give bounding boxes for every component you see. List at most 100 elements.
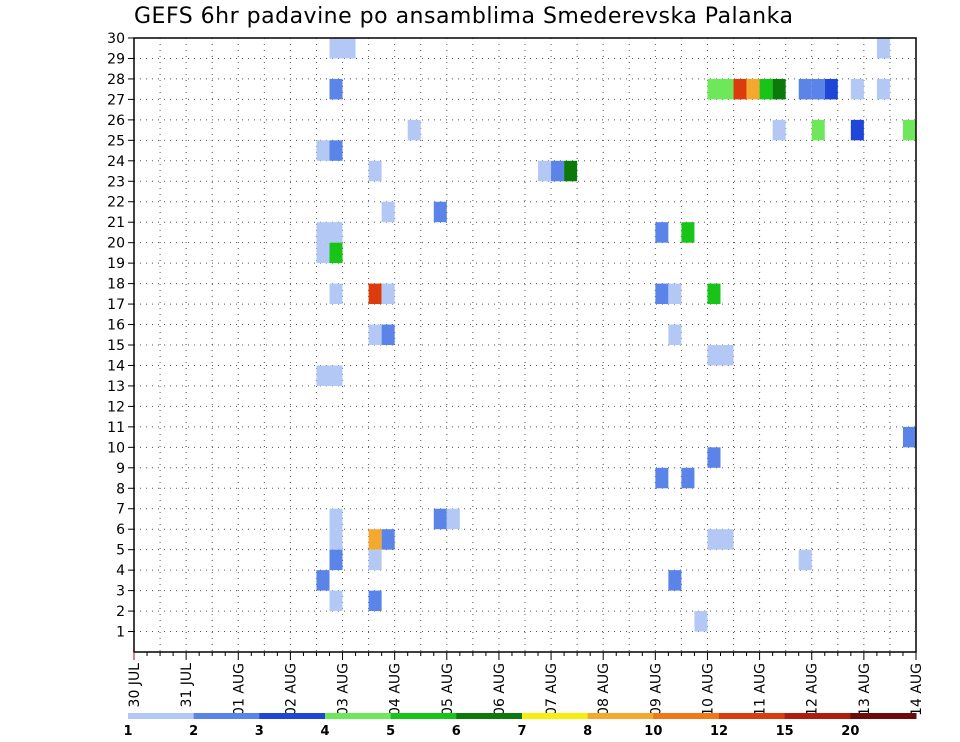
precip-cell bbox=[368, 160, 382, 182]
precip-cell bbox=[720, 78, 734, 100]
precip-cell bbox=[798, 78, 812, 100]
precip-cell bbox=[681, 222, 695, 243]
x-tick-label: 02 AUG bbox=[283, 663, 299, 716]
precip-cell bbox=[811, 119, 825, 141]
legend-label: 1 bbox=[123, 724, 132, 739]
precip-cell bbox=[707, 529, 721, 550]
legend-label: 10 bbox=[644, 724, 662, 739]
precip-cell bbox=[668, 570, 682, 591]
precip-cell bbox=[824, 78, 838, 100]
y-tick-label: 8 bbox=[116, 481, 125, 497]
precip-cell bbox=[433, 201, 447, 223]
precip-cell bbox=[446, 508, 460, 530]
precip-cell bbox=[564, 160, 578, 182]
legend-swatch bbox=[784, 713, 851, 719]
y-tick-label: 12 bbox=[107, 399, 125, 415]
x-tick-label: 07 AUG bbox=[544, 663, 560, 716]
x-tick-label: 11 AUG bbox=[753, 663, 769, 716]
y-tick-label: 3 bbox=[116, 584, 125, 600]
precip-cell bbox=[329, 365, 343, 386]
precip-cell bbox=[329, 549, 343, 571]
x-axis: 30 JUL 31 JUL 01 AUG 02 AUG 03 AUG 04 AUG 05 A… bbox=[127, 652, 925, 716]
x-tick-label: 08 AUG bbox=[596, 663, 612, 716]
y-tick-label: 7 bbox=[116, 502, 125, 518]
x-tick-label: 12 AUG bbox=[805, 663, 821, 716]
precip-cell bbox=[381, 283, 395, 305]
y-tick-label: 4 bbox=[116, 563, 125, 579]
precip-cell bbox=[759, 78, 773, 100]
y-tick-label: 29 bbox=[107, 51, 125, 67]
y-tick-label: 18 bbox=[107, 277, 125, 293]
y-tick-label: 2 bbox=[116, 604, 125, 620]
legend-swatch bbox=[653, 713, 720, 719]
chart-title: GEFS 6hr padavine po ansamblima Smederev… bbox=[134, 4, 794, 29]
legend-swatch bbox=[456, 713, 523, 719]
precip-cell bbox=[902, 119, 916, 141]
y-tick-label: 1 bbox=[116, 625, 125, 641]
y-tick-label: 17 bbox=[107, 297, 125, 313]
precip-cell bbox=[850, 78, 864, 100]
precip-cell bbox=[316, 570, 330, 591]
precip-cell bbox=[316, 222, 330, 243]
y-tick-label: 26 bbox=[107, 113, 125, 129]
precip-cell bbox=[772, 119, 786, 141]
y-tick-label: 23 bbox=[107, 174, 125, 190]
precip-cell bbox=[342, 38, 356, 59]
legend-label: 20 bbox=[841, 724, 859, 739]
precip-cell bbox=[720, 345, 734, 366]
legend-label: 3 bbox=[255, 724, 264, 739]
y-tick-label: 30 bbox=[107, 31, 125, 47]
x-tick-label: 13 AUG bbox=[857, 663, 873, 716]
precip-cell bbox=[329, 140, 343, 161]
y-tick-label: 28 bbox=[107, 72, 125, 88]
y-tick-label: 11 bbox=[107, 420, 125, 436]
precip-cell bbox=[368, 590, 382, 612]
legend-swatch bbox=[719, 713, 786, 719]
precip-cell bbox=[707, 345, 721, 366]
precip-cell bbox=[329, 38, 343, 59]
y-tick-label: 6 bbox=[116, 522, 125, 538]
y-axis: 1234567891011121314151617181920212223242… bbox=[107, 31, 134, 641]
precip-cell bbox=[707, 78, 721, 100]
precip-cell bbox=[329, 283, 343, 305]
precip-cell bbox=[772, 78, 786, 100]
x-tick-label: 10 AUG bbox=[700, 663, 716, 716]
precip-cell bbox=[329, 222, 343, 243]
y-tick-label: 19 bbox=[107, 256, 125, 272]
y-tick-label: 14 bbox=[107, 358, 125, 374]
legend-swatch bbox=[522, 713, 589, 719]
precip-cell bbox=[316, 140, 330, 161]
y-tick-label: 25 bbox=[107, 133, 125, 149]
x-tick-label: 31 JUL bbox=[179, 663, 195, 708]
precip-cell bbox=[707, 447, 721, 468]
precip-cell bbox=[694, 611, 708, 632]
x-tick-label: 03 AUG bbox=[336, 663, 352, 716]
precip-cell bbox=[902, 426, 916, 448]
x-tick-label: 09 AUG bbox=[648, 663, 664, 716]
precip-cell bbox=[733, 78, 747, 100]
legend-label: 12 bbox=[710, 724, 728, 739]
cells bbox=[316, 38, 916, 632]
precip-cell bbox=[746, 78, 760, 100]
legend-swatch bbox=[193, 713, 260, 719]
precip-cell bbox=[329, 242, 343, 264]
precip-cell bbox=[876, 78, 890, 100]
precip-cell bbox=[551, 160, 565, 182]
precip-cell bbox=[655, 283, 669, 305]
precip-cell bbox=[329, 508, 343, 530]
precip-cell bbox=[655, 222, 669, 243]
precip-cell bbox=[876, 38, 890, 59]
legend-label: 15 bbox=[776, 724, 794, 739]
precip-cell bbox=[381, 201, 395, 223]
precip-cell bbox=[316, 365, 330, 386]
legend-swatch bbox=[325, 713, 392, 719]
x-tick-label: 05 AUG bbox=[440, 663, 456, 716]
precip-cell bbox=[368, 549, 382, 571]
precip-cell bbox=[381, 324, 395, 345]
legend: 1 2 3 4 5 6 7 8 10 12 15 20 bbox=[123, 713, 917, 739]
legend-swatch bbox=[587, 713, 654, 719]
precip-cell bbox=[329, 590, 343, 612]
precip-cell bbox=[655, 467, 669, 489]
legend-swatch bbox=[850, 713, 917, 719]
